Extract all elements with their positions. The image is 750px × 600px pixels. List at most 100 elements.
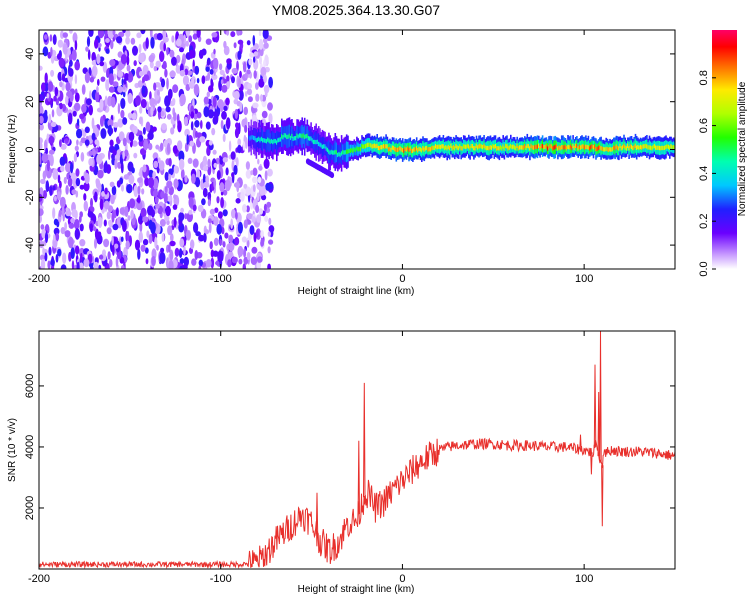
- noise-speck: [266, 168, 273, 177]
- snr-y-ticks: 2000 4000 6000: [24, 374, 675, 520]
- ridge-core: [590, 145, 592, 150]
- noise-speck: [210, 249, 215, 258]
- ridge-core: [441, 144, 443, 149]
- noise-speck: [185, 40, 189, 47]
- ridge-core: [484, 145, 487, 150]
- noise-speck: [129, 198, 136, 209]
- ridge-core: [395, 147, 398, 153]
- noise-speck: [267, 263, 271, 269]
- noise-speck: [39, 156, 42, 165]
- noise-speck: [41, 153, 48, 163]
- noise-speck: [122, 150, 125, 160]
- noise-speck: [67, 177, 73, 187]
- ridge-core: [624, 145, 627, 150]
- noise-speck: [265, 182, 271, 191]
- ridge-core: [303, 134, 306, 139]
- noise-speck: [261, 194, 267, 201]
- noise-speck: [256, 256, 263, 263]
- ridge-core: [545, 143, 548, 149]
- ridge-core: [347, 149, 349, 154]
- noise-speck: [267, 231, 271, 237]
- noise-speck: [193, 30, 197, 35]
- noise-speck: [40, 224, 45, 230]
- noise-speck: [244, 124, 248, 133]
- noise-speck: [91, 65, 98, 77]
- noise-speck: [89, 265, 94, 269]
- noise-speck: [140, 98, 147, 109]
- noise-speck: [207, 72, 211, 81]
- noise-speck: [57, 39, 64, 48]
- ridge-core: [315, 140, 317, 145]
- ridge-core: [607, 147, 610, 152]
- ridge-core: [258, 136, 260, 141]
- ridge-core: [337, 152, 339, 158]
- ridge-core: [669, 145, 671, 150]
- noise-speck: [45, 147, 48, 155]
- ridge-core: [662, 145, 665, 151]
- noise-speck: [207, 218, 212, 224]
- noise-speck: [48, 113, 52, 124]
- noise-speck: [172, 145, 178, 154]
- ridge-core: [661, 145, 663, 150]
- noise-speck: [40, 258, 46, 269]
- noise-speck: [105, 79, 110, 91]
- ridge-core: [276, 140, 278, 145]
- noise-speck: [143, 138, 149, 151]
- noise-speck: [94, 38, 99, 49]
- noise-speck: [48, 246, 52, 256]
- noise-speck: [55, 232, 60, 241]
- ridge-core: [356, 146, 358, 151]
- ridge-core: [506, 144, 508, 149]
- noise-speck: [197, 204, 204, 213]
- ridge-core: [349, 148, 352, 153]
- noise-speck: [249, 225, 255, 236]
- noise-speck: [69, 59, 73, 67]
- ridge-core: [450, 143, 452, 148]
- ridge-core: [539, 146, 541, 151]
- noise-speck: [103, 200, 110, 210]
- noise-speck: [59, 180, 62, 189]
- noise-speck: [83, 200, 89, 212]
- noise-speck: [110, 96, 116, 108]
- noise-speck: [173, 194, 177, 200]
- noise-speck: [213, 57, 219, 70]
- noise-speck: [83, 258, 90, 268]
- noise-speck: [91, 132, 96, 141]
- noise-speck: [52, 207, 56, 219]
- ridge-core: [326, 147, 329, 153]
- noise-speck: [64, 230, 71, 238]
- noise-speck: [156, 32, 163, 41]
- noise-speck: [76, 139, 79, 146]
- spectrogram-y-label: Frequency (Hz): [7, 115, 18, 184]
- noise-speck: [168, 243, 171, 253]
- noise-speck: [110, 194, 115, 205]
- noise-speck: [209, 208, 215, 215]
- snr-spike: [593, 364, 597, 447]
- ridge-core: [665, 144, 667, 150]
- noise-speck: [253, 70, 257, 79]
- noise-speck: [130, 209, 134, 219]
- noise-speck: [86, 36, 91, 47]
- noise-speck: [237, 245, 244, 257]
- ridge-core: [361, 143, 363, 149]
- noise-speck: [140, 244, 146, 252]
- ridge-core: [471, 144, 474, 149]
- ridge-core: [578, 144, 581, 150]
- ridge-core: [429, 147, 432, 152]
- noise-speck: [41, 82, 46, 92]
- ridge-core: [452, 145, 455, 150]
- ridge-core: [334, 149, 337, 155]
- ridge-core: [319, 142, 321, 147]
- noise-speck: [93, 261, 99, 269]
- ridge-core: [641, 145, 643, 150]
- ridge-core: [522, 145, 525, 150]
- noise-speck: [43, 34, 48, 40]
- ridge-core: [391, 145, 394, 150]
- noise-speck: [238, 77, 241, 89]
- ridge-core: [424, 146, 427, 151]
- noise-speck: [136, 197, 141, 203]
- ridge-core: [637, 144, 639, 150]
- ridge-core: [407, 146, 409, 151]
- noise-speck: [83, 193, 87, 201]
- ridge-core: [651, 146, 653, 151]
